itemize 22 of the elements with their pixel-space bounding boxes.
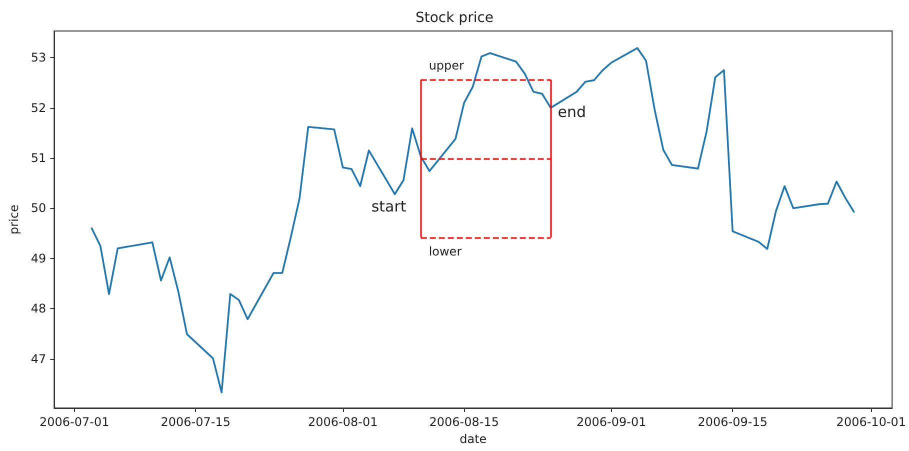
y-axis-title: price xyxy=(7,204,21,234)
x-tick-label: 2006-07-01 xyxy=(40,415,110,429)
x-tick-label: 2006-09-01 xyxy=(576,415,646,429)
x-tick-label: 2006-08-01 xyxy=(308,415,378,429)
y-tick-label: 50 xyxy=(30,201,46,216)
x-tick-label: 2006-09-15 xyxy=(698,415,768,429)
y-tick-label: 49 xyxy=(30,251,46,266)
chart-title: Stock price xyxy=(415,10,494,26)
ref-line-label: lower xyxy=(428,244,462,258)
ref-line-label: upper xyxy=(428,58,464,73)
annotation: end xyxy=(558,102,586,121)
y-tick-label: 52 xyxy=(30,100,46,115)
x-tick-label: 2006-10-01 xyxy=(836,415,906,429)
y-tick-label: 47 xyxy=(30,352,46,366)
x-tick-label: 2006-08-15 xyxy=(429,415,499,429)
line-series xyxy=(90,47,855,394)
x-tick-label: 2006-07-15 xyxy=(160,415,231,429)
x-axis-title: date xyxy=(460,432,487,446)
y-tick-label: 51 xyxy=(30,151,46,166)
annotation: start xyxy=(371,198,406,216)
y-tick-label: 48 xyxy=(30,302,46,316)
y-tick-label: 53 xyxy=(30,50,46,65)
